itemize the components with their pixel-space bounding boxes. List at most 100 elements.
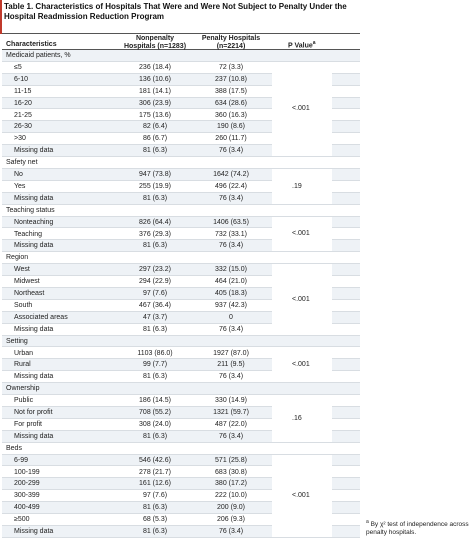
cell: 496 (22.4) [215,182,247,190]
p-value: <.001 [292,105,310,113]
data-row: 6-10 136 (10.6) 237 (10.8) [2,73,360,86]
data-row: Missing data 81 (6.3) 76 (3.4) [2,145,360,158]
cell: 97 (7.6) [142,492,168,500]
cell: 237 (10.8) [215,75,247,83]
data-row: 26-30 82 (6.4) 190 (8.6) [2,121,360,134]
row-label: 26-30 [14,123,32,131]
table-title: Table 1. Characteristics of Hospitals Th… [4,2,347,21]
p-cell: <.001 [272,347,332,384]
cell: 186 (14.5) [139,397,171,405]
cell: 732 (33.1) [215,230,247,238]
header-row: Characteristics Nonpenalty Hospitals (n=1… [2,33,360,50]
data-row: 300-399 97 (7.6) 222 (10.0) [2,490,360,503]
cell: 200 (9.0) [216,504,246,512]
cell: 136 (10.6) [139,75,171,83]
row-label: Missing data [14,194,54,202]
data-row: Northeast 97 (7.6) 405 (18.3) [2,288,360,300]
data-row: 400-499 81 (6.3) 200 (9.0) [2,502,360,515]
section-row: Safety net [2,157,360,169]
p-cell: <.001 [272,454,332,538]
p-cell: <.001 [272,264,332,336]
data-row: No 947 (73.8) 1642 (74.2) [2,169,360,181]
section-row: Setting [2,335,360,348]
cell: 1927 (87.0) [213,349,249,357]
data-row: 21-25 175 (13.6) 360 (16.3) [2,109,360,122]
cell: 81 (6.3) [142,242,168,250]
row-label: 200-299 [14,480,40,488]
cell: 1406 (63.5) [213,218,249,226]
p-header-marker: a [312,40,316,46]
row-label: Not for profit [14,409,53,416]
section-label: Safety net [6,159,38,167]
footnote: a By χ² test of independence across pena… [366,518,470,537]
row-label: >30 [14,135,26,143]
data-row: Midwest 294 (22.9) 464 (21.0) [2,276,360,288]
cell: 76 (3.4) [218,432,244,440]
cell: 947 (73.8) [139,171,171,178]
cell: 1103 (86.0) [137,349,173,357]
data-row: West 297 (23.2) 332 (15.0) [2,264,360,277]
cell: 306 (23.9) [139,99,171,107]
p-header-text: P Value [288,42,313,50]
cell: 1321 (59.7) [213,409,249,416]
p-cell: .19 [272,169,332,205]
footnote-text: By χ² test of independence across penalt… [366,521,469,537]
data-row: South 467 (36.4) 937 (42.3) [2,299,360,312]
cell: 47 (3.7) [142,313,168,321]
data-row: Nonteaching 826 (64.4) 1406 (63.5) [2,216,360,229]
row-label: For profit [14,420,43,428]
section-row: Beds [2,442,360,455]
row-label: South [14,301,33,309]
row-label: 6-99 [14,456,29,464]
row-label: Yes [14,182,26,190]
cell: 308 (24.0) [139,420,171,428]
cell: 380 (17.2) [215,480,247,488]
cell: 81 (6.3) [142,325,168,333]
data-row: Yes 255 (19.9) 496 (22.4) [2,180,360,193]
cell: 683 (30.8) [215,468,247,476]
cell: 222 (10.0) [215,492,247,500]
cell: 82 (6.4) [142,123,168,131]
row-label: ≤5 [14,63,22,71]
cell: 81 (6.3) [142,504,168,512]
data-row: Missing data 81 (6.3) 76 (3.4) [2,371,360,384]
row-label: Public [14,397,34,405]
cell: 211 (9.5) [217,361,245,369]
accent-bar [0,0,2,34]
cell: 278 (21.7) [139,468,171,476]
cell: 294 (22.9) [139,278,171,286]
cell: 571 (25.8) [215,456,247,464]
cell: 81 (6.3) [142,432,168,440]
row-label: 11-15 [14,87,32,95]
data-row: Missing data 81 (6.3) 76 (3.4) [2,430,360,443]
cell: 467 (36.4) [139,301,171,309]
cell: 81 (6.3) [142,147,168,155]
cell: 86 (6.7) [142,135,168,143]
section-label: Teaching status [6,206,55,214]
p-cell: <.001 [272,61,332,158]
row-label: Midwest [14,278,40,286]
cell: 546 (42.6) [139,456,171,464]
cell: 260 (11.7) [215,135,247,143]
column-header: Characteristics [6,41,57,48]
data-row: 6-99 546 (42.6) 571 (25.8) [2,454,360,467]
section-label: Beds [6,444,22,452]
section-label: Medicaid patients, % [6,52,71,59]
section-label: Region [6,254,29,262]
section-row: Region [2,252,360,265]
data-row: Teaching 376 (29.3) 732 (33.1) [2,228,360,241]
row-label: 100-199 [14,468,40,476]
cell: 1642 (74.2) [213,171,249,178]
cell: 99 (7.7) [142,361,168,369]
cell: 175 (13.6) [139,111,171,119]
section-row: Ownership [2,383,360,396]
row-label: Associated areas [14,313,68,321]
p-value: <.001 [292,492,310,500]
row-label: 16-20 [14,99,32,107]
cell: 937 (42.3) [215,301,247,309]
cell: 826 (64.4) [139,218,171,226]
cell: 72 (3.3) [218,63,244,71]
section-row: Teaching status [2,204,360,217]
row-label: 300-399 [14,492,40,500]
